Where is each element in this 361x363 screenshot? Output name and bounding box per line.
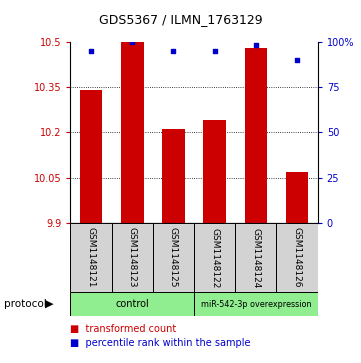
- Text: control: control: [116, 299, 149, 309]
- Bar: [121, 42, 144, 223]
- Point: [212, 48, 218, 54]
- Text: protocol: protocol: [4, 299, 46, 309]
- Bar: [277, 223, 318, 292]
- Point: [253, 42, 259, 48]
- Bar: [203, 121, 226, 223]
- Bar: [70, 292, 194, 316]
- Text: miR-542-3p overexpression: miR-542-3p overexpression: [201, 299, 311, 309]
- Text: ▶: ▶: [44, 299, 53, 309]
- Text: GDS5367 / ILMN_1763129: GDS5367 / ILMN_1763129: [99, 13, 262, 26]
- Text: GSM1148125: GSM1148125: [169, 228, 178, 288]
- Text: ■  transformed count: ■ transformed count: [70, 323, 177, 334]
- Point: [170, 48, 176, 54]
- Bar: [194, 223, 235, 292]
- Bar: [244, 48, 267, 223]
- Bar: [235, 223, 277, 292]
- Bar: [80, 90, 102, 223]
- Text: GSM1148122: GSM1148122: [210, 228, 219, 288]
- Bar: [162, 130, 185, 223]
- Text: ■  percentile rank within the sample: ■ percentile rank within the sample: [70, 338, 251, 348]
- Bar: [286, 172, 308, 223]
- Bar: [194, 292, 318, 316]
- Text: GSM1148126: GSM1148126: [292, 228, 301, 288]
- Text: GSM1148123: GSM1148123: [128, 228, 137, 288]
- Bar: [112, 223, 153, 292]
- Point: [88, 48, 94, 54]
- Bar: [70, 223, 112, 292]
- Point: [294, 57, 300, 63]
- Text: GSM1148124: GSM1148124: [251, 228, 260, 288]
- Bar: [153, 223, 194, 292]
- Text: GSM1148121: GSM1148121: [87, 228, 96, 288]
- Point: [129, 39, 135, 45]
